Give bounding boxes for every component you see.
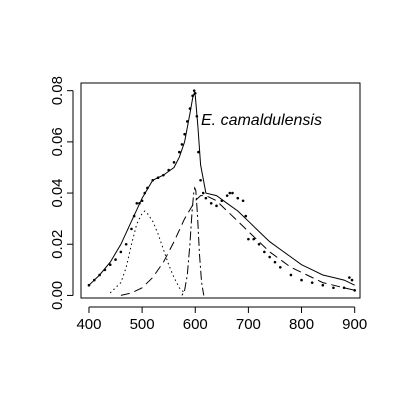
x-tick-label: 700 bbox=[236, 316, 261, 333]
data-point bbox=[278, 265, 282, 269]
data-point bbox=[310, 281, 314, 284]
data-point bbox=[348, 276, 351, 279]
curve-dashed bbox=[120, 195, 355, 296]
data-point bbox=[228, 191, 232, 195]
curve-dotted bbox=[109, 210, 185, 294]
data-point bbox=[114, 258, 117, 261]
data-point bbox=[332, 286, 335, 290]
data-point bbox=[252, 237, 256, 241]
data-point bbox=[247, 237, 250, 241]
series-layer bbox=[87, 89, 356, 296]
x-tick-label: 500 bbox=[130, 316, 155, 333]
data-point bbox=[180, 143, 184, 146]
data-point bbox=[241, 199, 245, 203]
data-point bbox=[231, 191, 234, 195]
x-tick-label: 900 bbox=[342, 316, 367, 333]
data-point bbox=[353, 289, 356, 292]
curve-dotdash bbox=[181, 186, 205, 296]
data-point bbox=[172, 161, 176, 164]
species-annotation: E. camaldulensis bbox=[201, 112, 322, 129]
data-point bbox=[197, 150, 200, 154]
data-point bbox=[199, 178, 202, 182]
data-point bbox=[108, 263, 112, 267]
data-point bbox=[350, 278, 354, 282]
data-point bbox=[183, 132, 186, 136]
data-point bbox=[236, 196, 240, 200]
data-point bbox=[268, 255, 271, 259]
data-point bbox=[342, 286, 346, 290]
data-point bbox=[225, 194, 229, 197]
data-point bbox=[263, 250, 266, 254]
data-point bbox=[204, 196, 208, 200]
data-point bbox=[124, 242, 128, 246]
data-point bbox=[201, 191, 205, 195]
y-tick-label: 0.02 bbox=[49, 230, 66, 259]
data-point bbox=[300, 278, 303, 282]
data-point bbox=[257, 242, 261, 246]
y-tick-label: 0.00 bbox=[49, 281, 66, 310]
y-axis: 0.00 0.02 0.04 0.06 0.08 bbox=[49, 76, 74, 310]
data-point bbox=[178, 150, 181, 154]
x-tick-label: 600 bbox=[183, 316, 208, 333]
x-tick-label: 800 bbox=[289, 316, 314, 333]
y-tick-label: 0.06 bbox=[49, 127, 66, 156]
data-point bbox=[135, 201, 139, 205]
y-tick-label: 0.08 bbox=[49, 76, 66, 105]
observed-points bbox=[87, 89, 356, 292]
x-axis: 400 500 600 700 800 900 bbox=[76, 306, 367, 333]
data-point bbox=[209, 201, 213, 205]
y-tick-label: 0.04 bbox=[49, 178, 66, 207]
data-point bbox=[273, 260, 277, 264]
data-point bbox=[289, 273, 293, 277]
data-point bbox=[130, 227, 133, 231]
data-point bbox=[244, 214, 248, 218]
curve-solid bbox=[88, 91, 355, 286]
data-point bbox=[215, 204, 218, 208]
x-tick-label: 400 bbox=[76, 316, 101, 333]
data-point bbox=[192, 89, 196, 92]
data-point bbox=[321, 283, 325, 287]
plot-frame bbox=[80, 82, 361, 299]
data-point bbox=[119, 250, 123, 254]
